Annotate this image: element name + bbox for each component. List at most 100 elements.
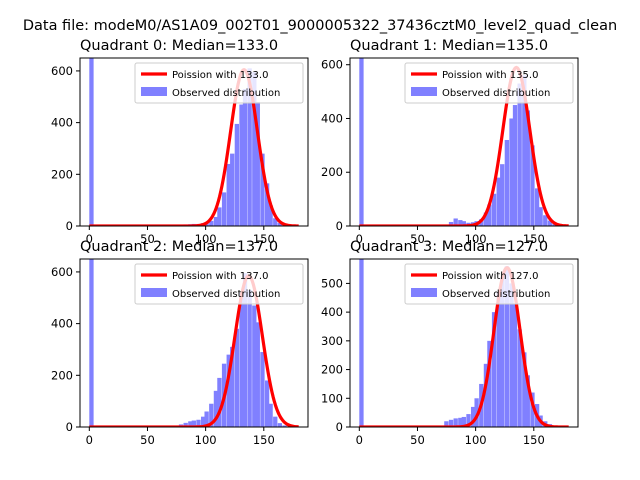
hist-bar xyxy=(209,403,214,427)
hist-bar xyxy=(509,118,514,226)
hist-bar xyxy=(496,292,501,427)
y-tick-label: 300 xyxy=(321,334,343,348)
hist-bar xyxy=(282,425,287,427)
y-tick-label: 600 xyxy=(51,265,73,279)
x-tick-label: 0 xyxy=(86,433,93,447)
x-tick-label: 0 xyxy=(356,232,363,246)
quadrant-1-axes: 0 50 100 150 0 200 400 600 Quadrant 1: Median=13… xyxy=(321,38,579,246)
hist-bar xyxy=(487,204,492,226)
legend: Poission with 127.0 Observed distribution xyxy=(404,263,574,305)
hist-bar xyxy=(496,177,501,226)
hist-bar xyxy=(183,422,188,427)
hist-bar xyxy=(209,220,214,226)
legend-box xyxy=(404,62,574,104)
hist-bar xyxy=(221,192,227,226)
hist-bar xyxy=(226,354,231,427)
hist-bar xyxy=(483,363,489,427)
y-tick-label: 200 xyxy=(321,363,343,377)
hist-bar xyxy=(230,346,235,427)
hist-bar xyxy=(255,101,260,226)
hist-bar xyxy=(448,419,454,427)
hist-bar xyxy=(504,266,510,427)
hist-bar xyxy=(247,290,252,427)
hist-bar xyxy=(188,421,193,427)
hist-bar xyxy=(543,215,548,226)
figure-suptitle: Data file: modeM0/AS1A09_002T01_90000053… xyxy=(23,18,617,34)
quadrant-3-axes: 0 50 100 150 0 100 200 300 400 500 Quadrant 3: Med… xyxy=(321,239,579,447)
x-tick-label: 150 xyxy=(253,232,275,246)
hist-bar xyxy=(525,110,530,226)
hist-bar xyxy=(260,352,265,427)
hist-bar xyxy=(470,406,476,427)
y-tick-label: 200 xyxy=(51,368,73,382)
x-tick-label: 50 xyxy=(140,433,155,447)
hist-bar xyxy=(89,259,94,427)
legend: Poission with 137.0 Observed distribution xyxy=(134,263,304,305)
hist-bar xyxy=(264,380,270,427)
hist-bar xyxy=(466,414,471,427)
hist-bar xyxy=(264,183,270,226)
legend-box xyxy=(404,263,574,305)
legend-label-observed: Observed distribution xyxy=(172,88,280,99)
hist-bar xyxy=(213,390,219,427)
legend-box xyxy=(134,263,304,305)
hist-bar xyxy=(453,218,458,226)
hist-bar xyxy=(517,329,522,427)
hist-bar xyxy=(247,68,252,226)
hist-bar xyxy=(89,58,94,226)
legend: Poission with 133.0 Observed distribution xyxy=(134,62,304,104)
hist-bar xyxy=(273,416,278,427)
y-tick-label: 600 xyxy=(321,58,343,72)
hist-bar xyxy=(273,218,278,226)
hist-bar xyxy=(217,207,222,226)
hist-bar xyxy=(461,416,466,427)
hist-bar xyxy=(512,105,518,226)
hist-bar xyxy=(458,220,463,226)
y-tick-label: 0 xyxy=(336,219,343,233)
quadrant-title: Quadrant 1: Median=135.0 xyxy=(350,38,548,54)
x-tick-label: 100 xyxy=(195,232,217,246)
hist-bar xyxy=(500,164,505,226)
hist-bar xyxy=(530,392,535,427)
hist-bar xyxy=(217,377,222,427)
hist-bar xyxy=(474,398,479,427)
hist-bar xyxy=(512,303,518,427)
axes-frame xyxy=(349,57,579,227)
hist-bar xyxy=(547,220,553,226)
legend-label-fit: Poission with 137.0 xyxy=(172,271,268,282)
hist-bar xyxy=(517,83,522,226)
axes-frame xyxy=(79,258,309,428)
hist-bar xyxy=(268,205,273,226)
x-tick-label: 0 xyxy=(86,232,93,246)
x-tick-label: 150 xyxy=(523,433,545,447)
hist-bar xyxy=(234,123,240,226)
hist-bar xyxy=(509,283,514,427)
hist-bar xyxy=(500,277,505,427)
legend-label-fit: Poission with 133.0 xyxy=(172,70,268,81)
y-tick-label: 600 xyxy=(51,64,73,78)
hist-bar xyxy=(242,89,248,226)
legend-bar-swatch xyxy=(411,288,437,297)
hist-bar xyxy=(277,222,283,226)
y-tick-label: 200 xyxy=(321,165,343,179)
hist-bar xyxy=(525,375,530,427)
quadrant-2-axes: 0 50 100 150 0 200 400 600 Quadrant 2: Median=13… xyxy=(51,239,309,447)
hist-bar xyxy=(491,193,497,226)
legend: Poission with 135.0 Observed distribution xyxy=(404,62,574,104)
hist-bar xyxy=(522,75,527,226)
hist-bar xyxy=(530,145,535,226)
hist-bar xyxy=(196,419,201,427)
hist-bar xyxy=(242,273,248,427)
hist-bar xyxy=(213,216,219,226)
legend-label-fit: Poission with 127.0 xyxy=(442,271,538,282)
hist-bar xyxy=(204,411,209,427)
hist-bar xyxy=(239,104,244,226)
x-tick-label: 100 xyxy=(465,433,487,447)
hist-bar xyxy=(461,221,466,226)
y-tick-label: 500 xyxy=(321,276,343,290)
hist-bar xyxy=(252,72,257,226)
hist-bar xyxy=(191,420,196,427)
y-tick-label: 0 xyxy=(66,219,73,233)
y-tick-label: 400 xyxy=(321,111,343,125)
